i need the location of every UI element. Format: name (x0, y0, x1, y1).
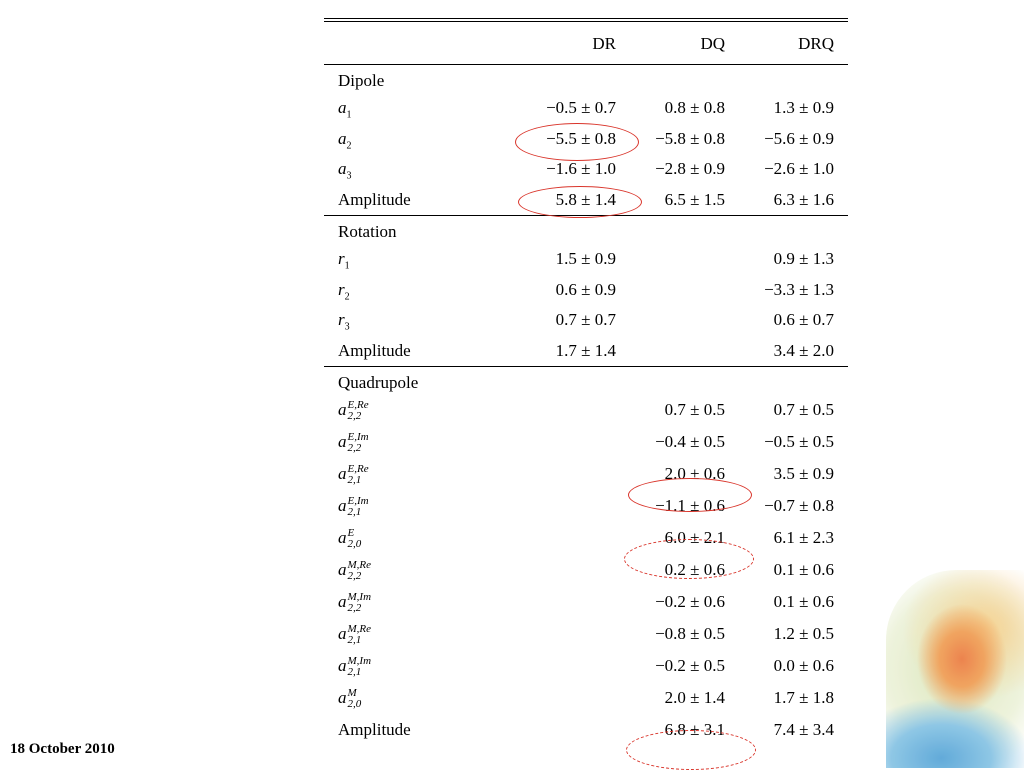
cell-dr: −1.6 ± 1.0 (546, 159, 616, 178)
table-row-r2: r2 0.6 ± 0.9 −3.3 ± 1.3 (324, 275, 848, 306)
row-label-a2: a2 (338, 128, 352, 151)
section-divider (324, 366, 848, 367)
row-label-quadrupole-coefficient: a E,Im 2,1 (338, 495, 369, 519)
cell-dq: −0.4 ± 0.5 (655, 432, 725, 451)
section-title-quadrupole: Quadrupole (324, 367, 848, 395)
cell-drq: 3.4 ± 2.0 (773, 340, 834, 360)
cell-dq: −2.8 ± 0.9 (655, 159, 725, 178)
cell-dq: 0.7 ± 0.5 (664, 400, 725, 419)
section-divider (324, 64, 848, 65)
cell-dq: −0.8 ± 0.5 (655, 624, 725, 643)
row-label-r3: r3 (338, 310, 350, 333)
cell-dr: 0.6 ± 0.9 (555, 279, 616, 299)
section-title-dipole: Dipole (324, 65, 848, 93)
cell-drq: −0.5 ± 0.5 (764, 432, 834, 451)
section-title-rotation: Rotation (324, 216, 848, 244)
row-label-quadrupole-coefficient: a M,Im 2,2 (338, 591, 372, 615)
table-row-quadrupole-coefficient: a M,Im 2,2 −0.2 ± 0.6 0.1 ± 0.6 (324, 587, 848, 619)
cell-drq: 0.6 ± 0.7 (773, 310, 834, 329)
cell-drq: −2.6 ± 1.0 (764, 159, 834, 178)
cell-dq: 0.8 ± 0.8 (664, 98, 725, 117)
row-label-quadrupole-coefficient: a E,Re 2,1 (338, 463, 369, 487)
cell-dr: −0.5 ± 0.7 (546, 98, 616, 117)
row-label-a1: a1 (338, 98, 352, 121)
row-label-amplitude: Amplitude (338, 189, 411, 209)
table-row-quadrupole-coefficient: a E,Re 2,1 2.0 ± 0.6 3.5 ± 0.9 (324, 459, 848, 491)
column-header-dq: DQ (700, 34, 725, 53)
cell-drq: 0.1 ± 0.6 (773, 560, 834, 579)
cell-dq: 6.8 ± 3.1 (664, 720, 725, 739)
cell-drq: −3.3 ± 1.3 (764, 279, 834, 299)
table-row-quadrupole-coefficient: a E 2,0 6.0 ± 2.1 6.1 ± 2.3 (324, 523, 848, 555)
row-label-quadrupole-coefficient: a E,Re 2,2 (338, 399, 369, 423)
cell-dr: 1.7 ± 1.4 (555, 340, 616, 360)
cell-drq: 6.1 ± 2.3 (773, 528, 834, 547)
row-label-quadrupole-coefficient: a M,Re 2,1 (338, 623, 372, 647)
section-divider (324, 215, 848, 216)
table-row-r3: r3 0.7 ± 0.7 0.6 ± 0.7 (324, 305, 848, 336)
cell-dq: −0.2 ± 0.6 (655, 592, 725, 611)
cell-drq: 0.7 ± 0.5 (773, 400, 834, 419)
row-label-a3: a3 (338, 159, 352, 182)
table-row-a2: a2 −5.5 ± 0.8 −5.8 ± 0.8 −5.6 ± 0.9 (324, 124, 848, 155)
cell-dr: 0.7 ± 0.7 (555, 310, 616, 329)
table-row-dipole-amplitude: Amplitude 5.8 ± 1.4 6.5 ± 1.5 6.3 ± 1.6 (324, 185, 848, 216)
table-header-row: DR DQ DRQ (324, 22, 848, 64)
column-header-drq: DRQ (798, 34, 834, 53)
table-row-quadrupole-amplitude: Amplitude 6.8 ± 3.1 7.4 ± 3.4 (324, 715, 848, 746)
table-row-rotation-amplitude: Amplitude 1.7 ± 1.4 3.4 ± 2.0 (324, 336, 848, 367)
cell-dq: 6.0 ± 2.1 (664, 528, 725, 547)
row-label-amplitude: Amplitude (338, 720, 411, 739)
cell-dr: −5.5 ± 0.8 (546, 128, 616, 148)
cell-dq: −1.1 ± 0.6 (655, 496, 725, 515)
cell-drq: 0.9 ± 1.3 (773, 249, 834, 268)
cell-drq: 3.5 ± 0.9 (773, 464, 834, 483)
cell-drq: 6.3 ± 1.6 (773, 189, 834, 209)
cell-dr: 5.8 ± 1.4 (555, 189, 616, 209)
results-table: DR DQ DRQ Dipole a1 −0.5 ± 0.7 0.8 ± 0.8… (324, 18, 848, 746)
row-label-quadrupole-coefficient: a M 2,0 (338, 687, 362, 711)
table-row-a3: a3 −1.6 ± 1.0 −2.8 ± 0.9 −2.6 ± 1.0 (324, 154, 848, 185)
table-row-quadrupole-coefficient: a M,Re 2,1 −0.8 ± 0.5 1.2 ± 0.5 (324, 619, 848, 651)
table-row-quadrupole-coefficient: a E,Re 2,2 0.7 ± 0.5 0.7 ± 0.5 (324, 395, 848, 427)
section-label: Rotation (338, 222, 397, 241)
table-row-quadrupole-coefficient: a E,Im 2,1 −1.1 ± 0.6 −0.7 ± 0.8 (324, 491, 848, 523)
cell-drq: −0.7 ± 0.8 (764, 496, 834, 515)
cell-drq: 1.7 ± 1.8 (773, 688, 834, 707)
row-label-amplitude: Amplitude (338, 340, 411, 360)
cell-dr: 1.5 ± 0.9 (555, 249, 616, 268)
cell-dq: −0.2 ± 0.5 (655, 656, 725, 675)
column-header-dr: DR (592, 34, 616, 53)
cell-drq: 7.4 ± 3.4 (773, 720, 834, 739)
table-row-quadrupole-coefficient: a M 2,0 2.0 ± 1.4 1.7 ± 1.8 (324, 683, 848, 715)
footer-date: 18 October 2010 (10, 741, 115, 757)
row-label-quadrupole-coefficient: a E,Im 2,2 (338, 431, 369, 455)
section-label: Dipole (338, 71, 385, 90)
map-thumbnail (886, 570, 1024, 768)
table-row-quadrupole-coefficient: a E,Im 2,2 −0.4 ± 0.5 −0.5 ± 0.5 (324, 427, 848, 459)
row-label-quadrupole-coefficient: a M,Im 2,1 (338, 655, 372, 679)
table-row-a1: a1 −0.5 ± 0.7 0.8 ± 0.8 1.3 ± 0.9 (324, 93, 848, 124)
table-row-quadrupole-coefficient: a M,Re 2,2 0.2 ± 0.6 0.1 ± 0.6 (324, 555, 848, 587)
cell-dq: −5.8 ± 0.8 (655, 128, 725, 148)
cell-dq: 2.0 ± 0.6 (664, 464, 725, 483)
cell-drq: 0.0 ± 0.6 (773, 656, 834, 675)
row-label-quadrupole-coefficient: a M,Re 2,2 (338, 559, 372, 583)
row-label-r2: r2 (338, 279, 350, 302)
cell-dq: 6.5 ± 1.5 (664, 189, 725, 209)
row-label-quadrupole-coefficient: a E 2,0 (338, 527, 362, 551)
section-label: Quadrupole (338, 373, 419, 392)
cell-dq: 0.2 ± 0.6 (664, 560, 725, 579)
cell-drq: 1.3 ± 0.9 (773, 98, 834, 117)
cell-drq: 1.2 ± 0.5 (773, 624, 834, 643)
cell-drq: −5.6 ± 0.9 (764, 128, 834, 148)
cell-drq: 0.1 ± 0.6 (773, 592, 834, 611)
cell-dq: 2.0 ± 1.4 (664, 688, 725, 707)
table-row-r1: r1 1.5 ± 0.9 0.9 ± 1.3 (324, 244, 848, 275)
row-label-r1: r1 (338, 249, 350, 272)
table-row-quadrupole-coefficient: a M,Im 2,1 −0.2 ± 0.5 0.0 ± 0.6 (324, 651, 848, 683)
